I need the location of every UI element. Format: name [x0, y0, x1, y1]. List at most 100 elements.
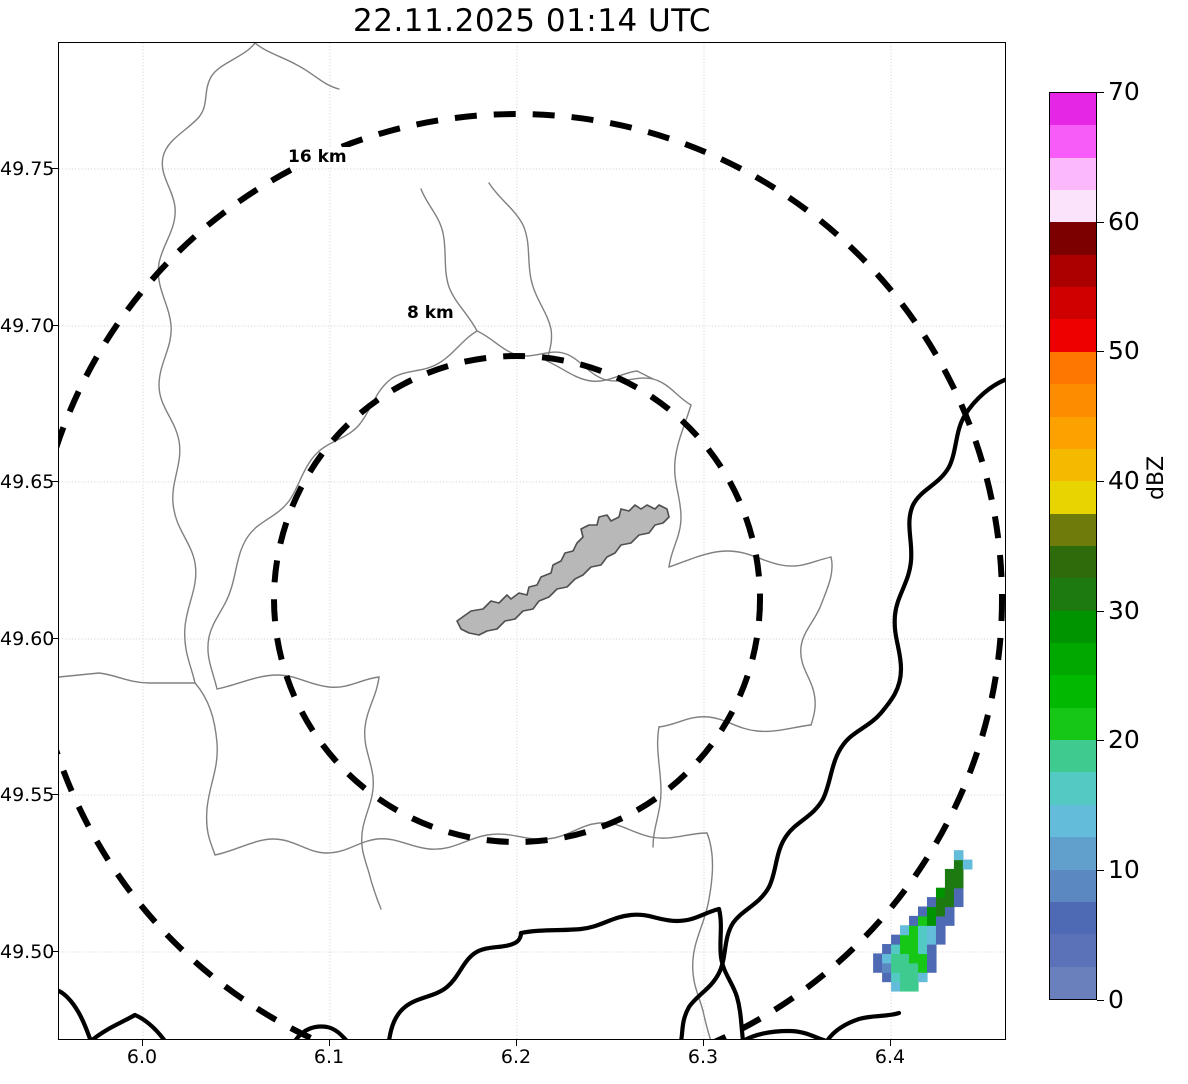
y-axis-label-4970: 49.70: [0, 315, 55, 337]
colorbar-label-30: 30: [1108, 596, 1140, 625]
colorbar-band-4: [1050, 837, 1096, 870]
radar-cell: [900, 925, 910, 936]
radar-cell: [909, 934, 919, 945]
colorbar-tick: [1097, 222, 1104, 224]
radar-cell: [918, 934, 928, 945]
radar-cell: [918, 953, 928, 964]
radar-cell: [918, 906, 928, 917]
radar-cell: [935, 887, 946, 898]
y-tick-mark: [52, 325, 58, 327]
radar-cell: [926, 944, 937, 955]
colorbar-tick: [1097, 351, 1104, 353]
radar-cell: [926, 897, 937, 908]
colorbar-band-22: [1050, 254, 1096, 288]
radar-cell: [962, 859, 973, 870]
radar-cell: [882, 944, 892, 955]
radar-cell: [926, 906, 937, 917]
radar-cell: [909, 972, 919, 983]
x-tick-mark: [142, 1040, 144, 1046]
y-axis-label-4955: 49.55: [0, 784, 55, 806]
colorbar-tick: [1097, 740, 1104, 742]
y-axis-label-4975: 49.75: [0, 158, 55, 180]
radar-cell: [935, 897, 946, 908]
x-axis-label-61: 6.1: [313, 1046, 345, 1068]
radar-cell: [891, 934, 901, 945]
x-axis-label-62: 6.2: [500, 1046, 532, 1068]
radar-cell: [909, 981, 919, 992]
radar-cell: [891, 972, 901, 983]
colorbar-label-50: 50: [1108, 336, 1140, 365]
colorbar-band-18: [1050, 384, 1096, 417]
radar-cell: [900, 944, 910, 955]
radar-cell: [909, 915, 919, 926]
colorbar-band-7: [1050, 740, 1096, 773]
radar-cell: [944, 897, 955, 908]
colorbar-band-8: [1050, 707, 1096, 741]
radar-cell: [926, 915, 937, 926]
range-ring-16km: [59, 111, 1005, 1039]
colorbar-tick: [1097, 92, 1104, 94]
colorbar-band-23: [1050, 222, 1096, 255]
colorbar-band-10: [1050, 643, 1096, 676]
y-axis-label-4965: 49.65: [0, 471, 55, 493]
city-polygon: [456, 504, 670, 636]
x-axis-label-64: 6.4: [874, 1046, 906, 1068]
colorbar-band-26: [1050, 125, 1096, 158]
map-plot-area[interactable]: 16 km 8 km: [58, 42, 1006, 1040]
radar-cell: [918, 972, 928, 983]
colorbar-label-0: 0: [1108, 985, 1124, 1014]
radar-cell: [935, 934, 946, 945]
range-ring-label-16km: 16 km: [286, 147, 349, 167]
radar-cell: [882, 972, 892, 983]
radar-cell: [891, 944, 901, 955]
radar-cell: [953, 887, 964, 898]
admin-boundaries: [59, 43, 833, 1039]
colorbar-title: dBZ: [1144, 455, 1169, 500]
colorbar-band-15: [1050, 481, 1096, 514]
x-tick-mark: [516, 1040, 518, 1046]
colorbar-band-20: [1050, 319, 1096, 352]
colorbar[interactable]: [1049, 92, 1097, 1000]
colorbar-band-2: [1050, 901, 1096, 935]
x-tick-mark: [703, 1040, 705, 1046]
range-rings: [59, 111, 1005, 1039]
y-tick-mark: [52, 638, 58, 640]
colorbar-band-0: [1050, 966, 1096, 999]
colorbar-band-21: [1050, 287, 1096, 320]
colorbar-band-13: [1050, 545, 1096, 579]
radar-cell: [909, 953, 919, 964]
y-axis-label-4960: 49.60: [0, 628, 55, 650]
colorbar-label-40: 40: [1108, 466, 1140, 495]
y-tick-mark: [52, 481, 58, 483]
radar-cell: [900, 981, 910, 992]
radar-cell: [891, 953, 901, 964]
radar-cell: [918, 944, 928, 955]
radar-cell: [891, 981, 901, 992]
radar-cell: [909, 925, 919, 936]
y-tick-mark: [52, 168, 58, 170]
colorbar-band-9: [1050, 675, 1096, 708]
radar-cell: [900, 962, 910, 973]
radar-cell: [944, 878, 955, 889]
radar-cell: [900, 934, 910, 945]
radar-cell: [935, 915, 946, 926]
radar-cell: [918, 962, 928, 973]
page-title: 22.11.2025 01:14 UTC: [353, 3, 711, 39]
gridlines: [59, 43, 1005, 1039]
colorbar-band-6: [1050, 772, 1096, 805]
radar-cell: [926, 962, 937, 973]
radar-cell: [882, 953, 892, 964]
y-axis-label-4950: 49.50: [0, 941, 55, 963]
range-ring-label-8km: 8 km: [405, 303, 456, 323]
radar-echo-cells: [873, 850, 973, 992]
colorbar-band-27: [1050, 93, 1096, 126]
colorbar-label-70: 70: [1108, 77, 1140, 106]
colorbar-tick: [1097, 1000, 1104, 1002]
radar-cell: [953, 859, 964, 870]
radar-cell: [926, 934, 937, 945]
national-borders: [59, 377, 1005, 1039]
radar-cell: [900, 953, 910, 964]
radar-cell: [944, 906, 955, 917]
x-tick-mark: [890, 1040, 892, 1046]
radar-cell: [909, 962, 919, 973]
